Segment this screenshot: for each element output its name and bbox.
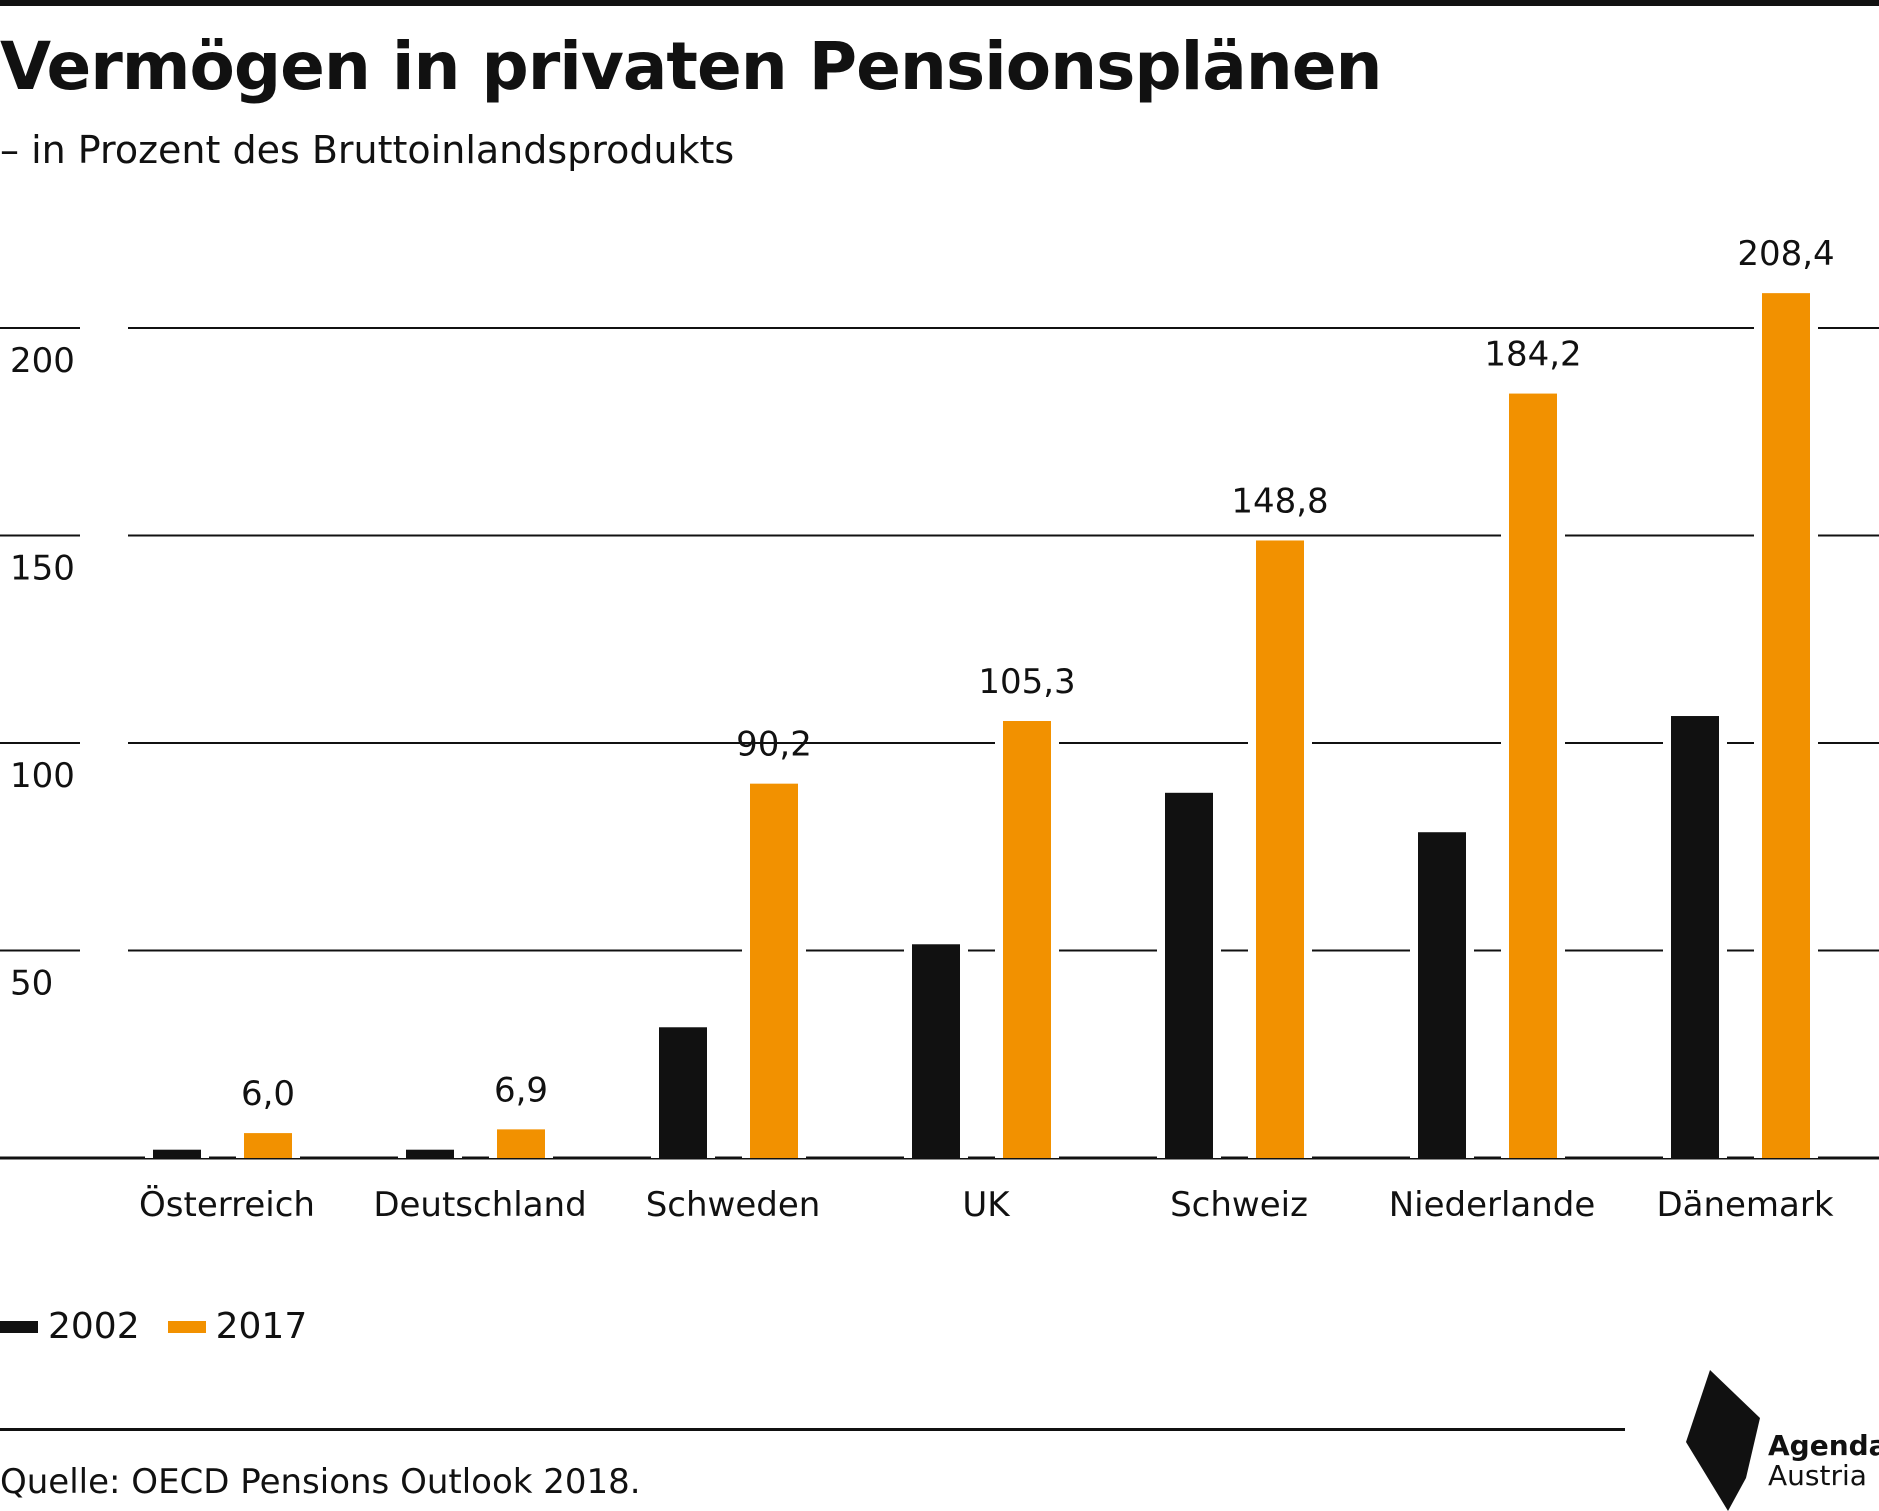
bar-2002-0 [153, 1149, 201, 1158]
x-category-label: UK [962, 1185, 1011, 1225]
logo-text-austria: Austria [1768, 1459, 1867, 1492]
bar-2017-1 [497, 1129, 545, 1158]
bar-2002-6 [1671, 716, 1719, 1158]
source-note: Quelle: OECD Pensions Outlook 2018. [0, 1462, 641, 1502]
x-category-label: Dänemark [1656, 1185, 1833, 1225]
legend-swatch-2002 [0, 1320, 38, 1333]
legend-label-2002: 2002 [48, 1306, 140, 1347]
y-tick-label: 200 [10, 341, 75, 381]
legend-item-2017: 2017 [167, 1306, 308, 1347]
data-label: 208,4 [1737, 234, 1834, 274]
bottom-rule [0, 1428, 1625, 1431]
top-rule [0, 0, 1879, 6]
legend-item-2002: 2002 [0, 1306, 140, 1347]
bar-2017-6 [1762, 293, 1810, 1158]
bar-2002-2 [659, 1027, 707, 1158]
y-tick-label: 100 [10, 756, 75, 796]
bar-2017-5 [1509, 393, 1557, 1158]
x-category-label: Deutschland [373, 1185, 586, 1225]
data-label: 6,9 [494, 1070, 548, 1110]
bar-2002-1 [406, 1149, 454, 1158]
legend-label-2017: 2017 [215, 1306, 308, 1347]
logo-text-agenda: Agenda [1768, 1429, 1879, 1462]
data-label: 6,0 [241, 1074, 295, 1114]
bar-2002-5 [1418, 832, 1466, 1158]
bar-2017-4 [1256, 540, 1304, 1158]
legend: 2002 2017 [0, 1306, 335, 1347]
data-label: 148,8 [1231, 481, 1328, 521]
bar-2017-2 [750, 783, 798, 1158]
legend-swatch-2017 [167, 1320, 206, 1333]
data-label: 184,2 [1484, 335, 1581, 375]
bar-chart: 50 100 150 200 6,0 Österreich 6,9 Deutschland 90… [0, 234, 1879, 1225]
agenda-austria-logo-icon [1686, 1370, 1760, 1511]
x-category-label: Schweden [646, 1185, 821, 1225]
bar-2017-3 [1003, 721, 1051, 1158]
x-category-label: Niederlande [1389, 1185, 1596, 1225]
chart-title: Vermögen in privaten Pensionsplänen [0, 28, 1382, 105]
bar-2002-4 [1165, 792, 1213, 1158]
data-label: 90,2 [736, 725, 812, 765]
y-tick-label: 150 [10, 549, 75, 589]
x-category-label: Schweiz [1170, 1185, 1308, 1225]
x-category-label: Österreich [139, 1184, 315, 1225]
y-tick-label: 50 [10, 964, 53, 1004]
chart-subtitle: – in Prozent des Bruttoinlandsprodukts [0, 128, 735, 172]
bar-2017-0 [244, 1133, 292, 1158]
data-label: 105,3 [978, 662, 1075, 702]
bar-2002-3 [912, 944, 960, 1158]
